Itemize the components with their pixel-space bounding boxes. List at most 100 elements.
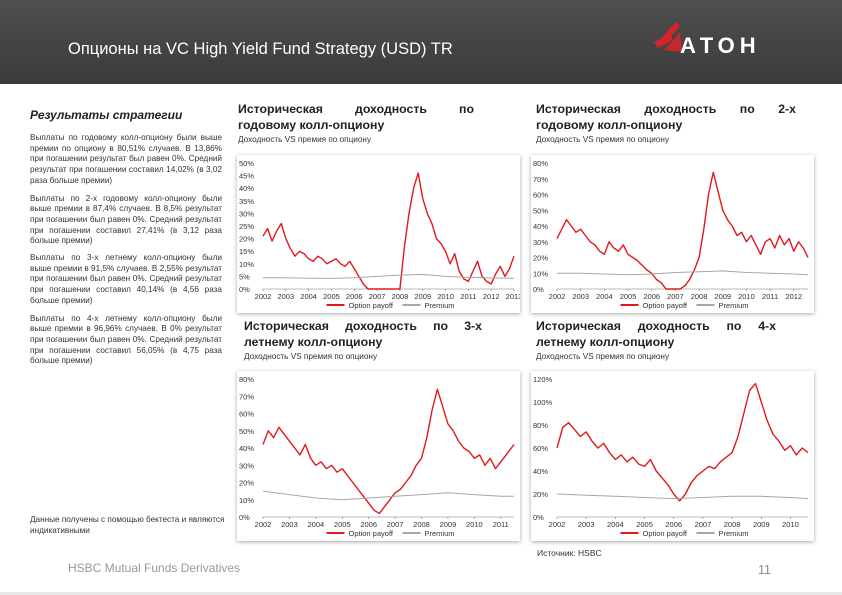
x-tick-label: 2011 <box>460 292 476 301</box>
x-tick-label: 2010 <box>738 292 755 301</box>
panel-subtitle: Доходность VS премия по опциону <box>536 135 670 144</box>
data-disclaimer: Данные получены с помощью бектеста и явл… <box>30 515 225 535</box>
y-tick-label: 20% <box>533 490 548 499</box>
x-tick-label: 2010 <box>466 520 483 529</box>
footer-caption: HSBC Mutual Funds Derivatives <box>68 561 241 575</box>
chart-svg: 0% 20% 40% 60% 80% 100% 120% 2002 2003 2004 2005 20… <box>533 375 809 538</box>
x-tick-label: 2006 <box>360 520 377 529</box>
y-tick-label: 80% <box>533 421 548 430</box>
chart-3y-option: 0% 10% 20% 30% 40% 50% 60% 70% 80% 2002 2003 2004 20… <box>237 371 520 541</box>
x-tick-label: 2004 <box>596 292 613 301</box>
strategy-results-sidebar: Результаты стратегии Выплаты по годовому… <box>30 108 222 374</box>
x-tick-label: 2005 <box>323 292 340 301</box>
y-tick-label: 40% <box>533 222 548 231</box>
x-tick-label: 2008 <box>392 292 409 301</box>
footer-divider <box>0 592 842 595</box>
y-tick-label: 20% <box>239 235 254 244</box>
page-number: 11 <box>758 563 771 577</box>
x-tick-label: 2005 <box>636 520 653 529</box>
panel-4y-option: Историческая доходность по 4-х летнему к… <box>536 318 776 361</box>
y-tick-label: 40% <box>239 184 254 193</box>
y-tick-label: 40% <box>533 467 548 476</box>
y-tick-label: 20% <box>239 479 254 488</box>
series-line-premium <box>262 490 514 501</box>
x-tick-label: 2003 <box>578 520 595 529</box>
y-tick-label: 0% <box>533 285 544 294</box>
y-tick-label: 60% <box>533 191 548 200</box>
x-tick-label: 2010 <box>437 292 454 301</box>
x-tick-label: 2002 <box>255 292 272 301</box>
y-tick-label: 70% <box>239 392 254 401</box>
x-tick-label: 2012 <box>483 292 500 301</box>
y-tick-label: 60% <box>533 444 548 453</box>
x-tick-label: 2007 <box>369 292 386 301</box>
x-tick-label: 2008 <box>691 292 708 301</box>
x-tick-label: 2003 <box>281 520 298 529</box>
y-tick-label: 50% <box>239 427 254 436</box>
y-tick-label: 15% <box>239 247 254 256</box>
legend-label: Option payoff <box>643 529 688 538</box>
y-tick-label: 30% <box>239 209 254 218</box>
legend-label: Premium <box>425 301 455 310</box>
x-tick-label: 2004 <box>307 520 324 529</box>
panel-subtitle: Доходность VS премия по опциону <box>536 352 670 361</box>
panel-1y-option: Историческая доходность по годовому колл… <box>238 101 474 144</box>
legend-label: Premium <box>425 529 455 538</box>
x-tick-label: 2007 <box>387 520 404 529</box>
panel-title: Историческая доходность по 4-х летнему к… <box>536 319 776 349</box>
y-tick-label: 80% <box>533 159 548 168</box>
panel-title: Историческая доходность по 2-х годовому … <box>536 102 796 132</box>
result-paragraph-4y: Выплаты по 4-х летнему колл-опциону были… <box>30 313 222 366</box>
x-tick-label: 2007 <box>695 520 712 529</box>
legend-label: Option payoff <box>349 529 394 538</box>
page-title: Опционы на VC High Yield Fund Strategy (… <box>68 40 453 58</box>
result-paragraph-2y: Выплаты по 2-х годовому колл-опциону был… <box>30 193 222 246</box>
x-tick-label: 2002 <box>549 520 566 529</box>
y-tick-label: 35% <box>239 197 254 206</box>
x-tick-label: 2012 <box>785 292 802 301</box>
y-tick-label: 0% <box>239 285 250 294</box>
y-tick-label: 0% <box>239 513 250 522</box>
x-tick-label: 2006 <box>346 292 363 301</box>
y-tick-label: 30% <box>239 461 254 470</box>
y-tick-label: 50% <box>239 159 254 168</box>
series-line-option-payoff <box>556 382 809 502</box>
series-line-premium <box>263 273 515 279</box>
legend-label: Option payoff <box>643 301 688 310</box>
legend-label: Premium <box>719 301 749 310</box>
result-paragraph-3y: Выплаты по 3-х летнему колл-опциону были… <box>30 253 222 305</box>
x-tick-label: 2002 <box>255 520 272 529</box>
x-tick-label: 2003 <box>572 292 589 301</box>
y-tick-label: 30% <box>533 238 548 247</box>
result-paragraph-1y: Выплаты по годовому колл-опциону были вы… <box>30 133 222 185</box>
y-tick-label: 120% <box>533 375 553 384</box>
y-tick-label: 40% <box>239 444 254 453</box>
y-tick-label: 45% <box>239 172 254 181</box>
x-tick-label: 2008 <box>413 520 430 529</box>
y-tick-label: 10% <box>533 269 548 278</box>
y-tick-label: 60% <box>239 410 254 419</box>
x-tick-label: 2008 <box>724 520 741 529</box>
chart-1y-option: 0% 5% 10% 15% 20% 25% 30% 35% 40% 45% 50% 2002 2003 2… <box>237 155 520 313</box>
panel-2y-option: Историческая доходность по 2-х годовому … <box>536 101 796 144</box>
x-tick-label: 2006 <box>643 292 660 301</box>
chart-svg: 0% 5% 10% 15% 20% 25% 30% 35% 40% 45% 50% 2002 2003 2… <box>239 159 520 310</box>
y-tick-label: 5% <box>239 272 250 281</box>
y-tick-label: 100% <box>533 398 553 407</box>
x-tick-label: 2013 <box>506 292 520 301</box>
series-line-premium <box>557 270 809 276</box>
y-tick-label: 10% <box>239 496 254 505</box>
x-tick-label: 2011 <box>493 520 509 529</box>
y-tick-label: 10% <box>239 260 254 269</box>
series-line-option-payoff <box>556 171 809 290</box>
panel-title: Историческая доходность по годовому колл… <box>238 102 474 132</box>
legend-label: Premium <box>719 529 749 538</box>
x-tick-label: 2006 <box>665 520 682 529</box>
x-tick-label: 2009 <box>753 520 770 529</box>
panel-subtitle: Доходность VS премия по опциону <box>238 135 372 144</box>
series-line-option-payoff <box>262 388 515 515</box>
series-line-option-payoff <box>262 172 515 290</box>
chart-svg: 0% 10% 20% 30% 40% 50% 60% 70% 80% 2002 2003 2004 20… <box>533 159 809 310</box>
panel-subtitle: Доходность VS премия по опциону <box>244 352 378 361</box>
series-line-premium <box>556 493 809 500</box>
